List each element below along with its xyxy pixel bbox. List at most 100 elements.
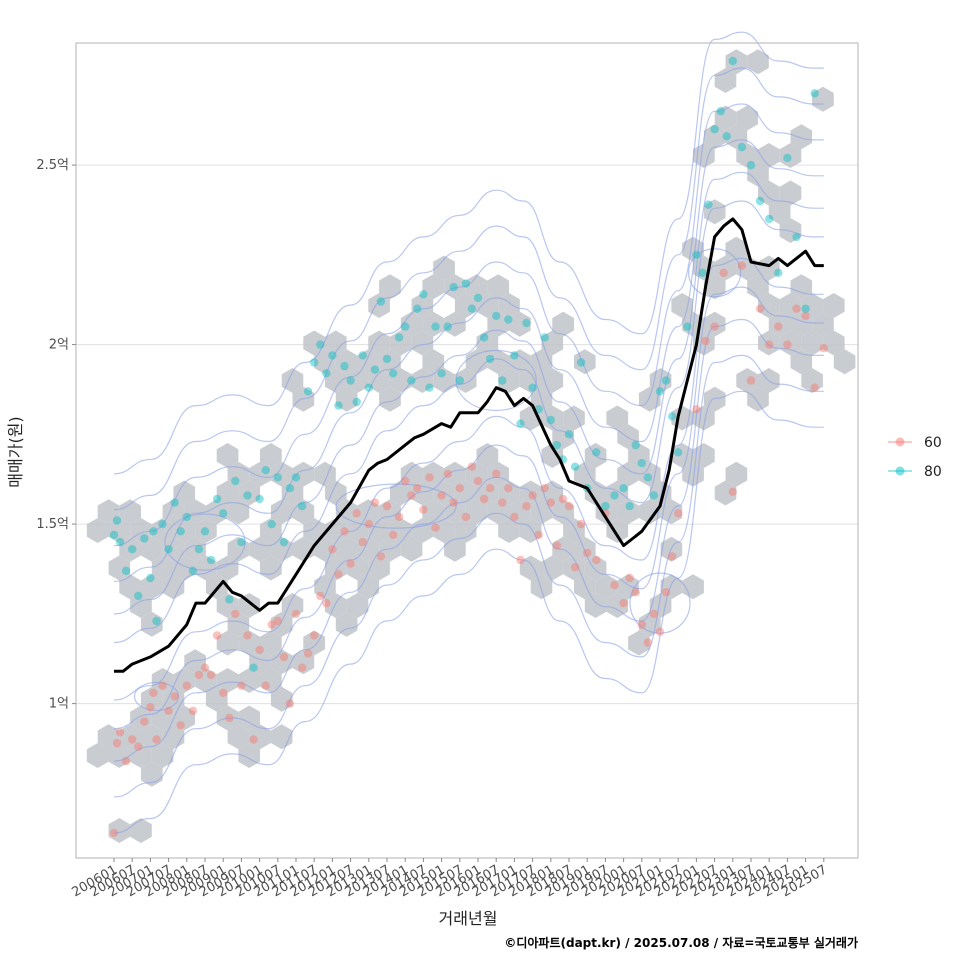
hex-bin [682,236,704,262]
point-80 [310,358,319,367]
hex-bin [714,480,737,506]
hex-bin [628,630,650,656]
hex-bin [801,293,823,318]
point-60 [746,376,756,385]
hex-bin [758,143,780,168]
point-60 [401,476,410,486]
hex-bin [509,311,531,337]
hex-bin [422,274,445,300]
hex-bin [173,518,196,543]
hex-bin [205,499,228,525]
point-60 [431,523,440,532]
point-60 [510,512,519,522]
point-60 [522,501,531,511]
hex-bin [833,349,856,375]
hex-bin [411,330,434,356]
point-80 [631,440,640,450]
point-80 [810,89,819,98]
hex-bin [693,443,715,468]
hex-bin [173,705,196,731]
hex-bin [433,255,455,281]
hex-bin [216,593,239,618]
hex-bin [184,536,206,562]
point-80 [485,354,495,364]
hex-bin [790,349,813,375]
point-80 [182,512,191,522]
point-80 [219,509,228,518]
hex-bin [617,461,639,487]
point-60 [801,311,810,321]
point-60 [322,598,331,608]
hex-bin [173,555,196,581]
point-80 [576,358,586,367]
point-60 [637,620,646,629]
hex-bin [162,499,185,525]
hex-bin [325,368,347,393]
legend-label: 80 [924,464,942,480]
hex-bin [346,593,369,618]
hex-bin [108,743,131,768]
hex-bin [487,499,509,525]
hex-bin [119,574,141,600]
hex-bin [227,611,250,637]
hex-bin [97,724,120,750]
hex-bin [422,461,445,487]
point-60 [534,530,543,540]
hex-bin [487,461,509,487]
point-60 [692,405,701,414]
point-60 [461,512,471,522]
hex-bin [260,443,282,468]
y-tick-label: 2.5억 [36,158,69,173]
point-60 [206,670,216,680]
point-80 [498,376,507,385]
hex-bin [389,518,412,543]
point-60 [655,627,665,636]
hex-bin [368,293,390,318]
point-80 [479,333,489,342]
y-tick-label: 1.5억 [36,517,69,532]
point-80 [540,333,549,342]
point-80 [510,351,519,360]
hex-bin [151,743,174,768]
hex-bin [606,480,629,506]
point-80 [801,304,810,313]
hex-bin [822,293,845,318]
point-60 [661,588,671,597]
hex-bin [216,480,239,506]
hex-bin [541,405,564,431]
point-60 [279,652,289,662]
hex-bin [141,536,163,562]
point-60 [792,304,801,313]
point-80 [401,322,410,331]
point-80 [419,290,428,299]
point-80 [552,440,562,450]
hex-bin [541,480,564,506]
point-80 [564,430,574,439]
point-80 [152,616,161,626]
hex-bin [595,499,618,525]
density-contour [113,171,824,615]
point-60 [576,519,586,529]
hex-bin [725,461,748,487]
hex-bin [498,518,520,543]
point-80 [765,214,774,224]
point-60 [303,649,313,658]
point-80 [388,369,398,378]
density-contour-ring [335,483,457,529]
hex-bin [768,311,791,337]
hex-bin [444,311,466,337]
hex-bin [476,293,499,318]
point-60 [352,509,361,518]
point-60 [358,537,367,547]
point-80 [149,527,158,536]
hex-bin [141,686,163,712]
density-contour [113,354,824,798]
hex-bin [530,574,553,600]
y-axis-title: 매매가(원) [6,416,25,487]
point-80 [297,501,307,511]
point-60 [285,699,295,708]
trend-line-layer [114,217,824,673]
point-60 [382,501,392,511]
point-80 [334,401,343,410]
point-80 [279,537,289,547]
